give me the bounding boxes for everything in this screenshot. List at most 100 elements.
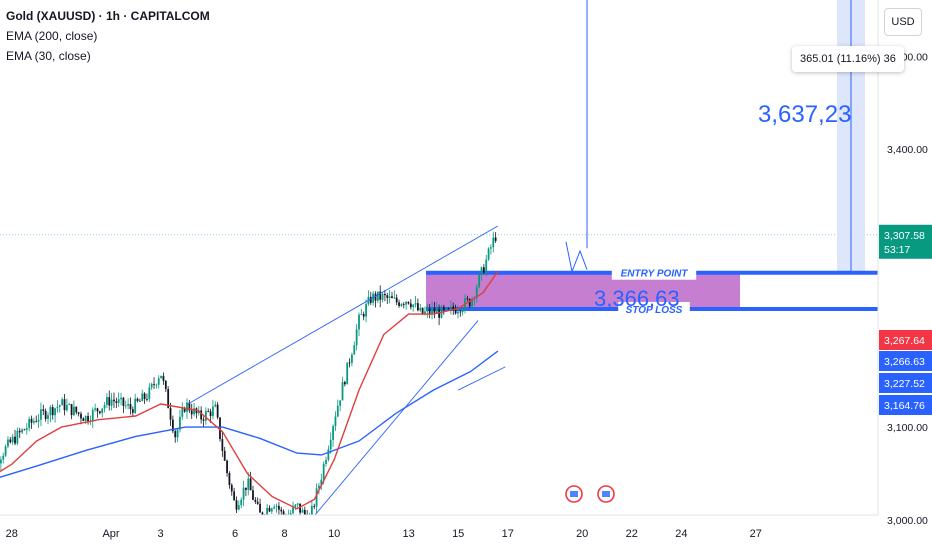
candle-body xyxy=(21,429,23,433)
candle-body xyxy=(117,399,120,403)
candle-body xyxy=(91,409,94,422)
candle-body xyxy=(273,506,276,509)
target-price-annotation: 3,637,23 xyxy=(758,101,851,128)
measure-tooltip: 365.01 (11.16%) 36 xyxy=(792,46,904,72)
candle-body xyxy=(235,500,238,510)
candles xyxy=(0,231,497,525)
candle-body xyxy=(259,503,261,513)
candle-body xyxy=(306,516,308,525)
candle-body xyxy=(63,399,66,411)
candle-body xyxy=(61,399,64,406)
candle-body xyxy=(157,378,160,385)
candle-body xyxy=(23,429,26,431)
candle-body xyxy=(256,501,259,504)
candle-body xyxy=(261,512,264,515)
candle-body xyxy=(442,306,445,310)
candle-body xyxy=(457,311,459,314)
x-tick-label: 3 xyxy=(158,528,164,540)
candle-body xyxy=(51,407,54,416)
x-tick-label: 24 xyxy=(675,528,687,540)
candle-body xyxy=(459,311,462,313)
candle-body xyxy=(320,479,323,486)
candle-body xyxy=(209,411,212,417)
event-flag-inner xyxy=(602,491,610,497)
candle-body xyxy=(141,393,144,401)
candle-body xyxy=(421,307,424,314)
candle-body xyxy=(417,303,419,311)
candle-body xyxy=(351,354,353,363)
candle-body xyxy=(233,491,236,501)
candle-body xyxy=(318,485,320,489)
candle-body xyxy=(310,505,313,515)
candle-body xyxy=(237,505,240,510)
candle-body xyxy=(433,308,436,313)
candle-body xyxy=(468,299,471,307)
price-tag-label: 3,227.52 xyxy=(884,378,925,390)
candle-body xyxy=(327,449,330,460)
candle-body xyxy=(471,298,473,307)
candle-body xyxy=(449,306,452,309)
candle-body xyxy=(355,329,358,346)
candle-body xyxy=(362,314,365,317)
ema-200-legend[interactable]: EMA (200, close) xyxy=(6,29,98,43)
price-tag[interactable] xyxy=(879,373,932,393)
candle-body xyxy=(490,247,492,249)
channel-lower-line[interactable] xyxy=(309,320,479,522)
candle-body xyxy=(77,412,80,414)
price-tag[interactable] xyxy=(879,330,932,350)
candle-body xyxy=(268,507,271,512)
candle-body xyxy=(280,509,283,512)
candle-body xyxy=(228,473,231,485)
candle-body xyxy=(358,314,360,330)
candle-body xyxy=(162,375,165,381)
candle-body xyxy=(44,410,47,419)
price-tag-countdown: 53:17 xyxy=(884,244,910,256)
candle-body xyxy=(426,308,429,312)
candle-body xyxy=(249,478,252,491)
candle-body xyxy=(110,399,113,406)
candle-body xyxy=(200,410,203,420)
candle-body xyxy=(124,405,127,407)
candle-body xyxy=(11,436,14,443)
currency-button[interactable]: USD xyxy=(884,8,922,36)
channel-upper-line[interactable] xyxy=(187,225,499,405)
ema-extension-line xyxy=(458,366,506,391)
candle-body xyxy=(332,426,334,440)
candle-body xyxy=(454,309,457,314)
candle-body xyxy=(171,419,174,432)
price-tag[interactable] xyxy=(879,224,932,259)
candle-body xyxy=(143,393,146,400)
chart-legend: Gold (XAUUSD) · 1h · CAPITALCOM EMA (200… xyxy=(6,6,210,66)
x-tick-label: Apr xyxy=(102,528,119,540)
price-tag[interactable] xyxy=(879,351,932,371)
candle-body xyxy=(150,383,153,388)
candle-body xyxy=(131,409,134,413)
candle-body xyxy=(341,382,344,401)
symbol-title[interactable]: Gold (XAUUSD) · 1h · CAPITALCOM xyxy=(6,9,210,23)
candle-body xyxy=(160,375,162,379)
ema-30-legend[interactable]: EMA (30, close) xyxy=(6,49,91,63)
ema-30-line[interactable] xyxy=(0,271,499,510)
ema-200-line[interactable] xyxy=(0,350,499,483)
candle-body xyxy=(136,398,139,401)
candle-body xyxy=(445,308,448,310)
candle-body xyxy=(346,362,349,385)
candle-body xyxy=(405,301,408,305)
candle-body xyxy=(289,513,292,515)
candle-body xyxy=(108,397,111,406)
candle-body xyxy=(431,308,433,315)
candle-body xyxy=(84,415,87,421)
candle-body xyxy=(264,516,266,517)
candle-body xyxy=(167,389,170,409)
candle-body xyxy=(122,397,125,406)
event-flag-inner xyxy=(570,491,578,497)
x-tick-label: 15 xyxy=(452,528,464,540)
candle-body xyxy=(138,400,141,402)
candle-body xyxy=(106,397,108,405)
candle-body xyxy=(303,509,306,515)
candle-body xyxy=(188,402,191,411)
price-tag[interactable] xyxy=(879,395,932,415)
candle-body xyxy=(247,478,250,490)
candle-body xyxy=(212,406,214,417)
